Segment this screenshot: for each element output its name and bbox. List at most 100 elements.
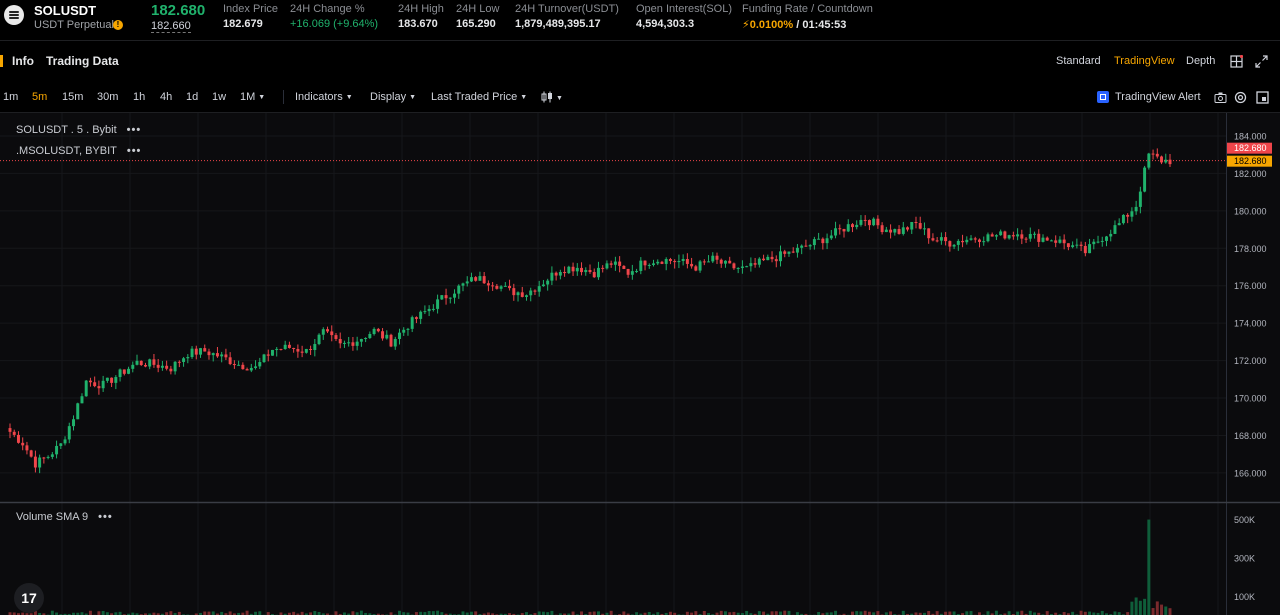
candle-body (427, 308, 431, 312)
volume-bar (1011, 613, 1015, 615)
chart-type-dropdown[interactable]: ▼ (541, 91, 563, 104)
interval-1w[interactable]: 1w (212, 91, 227, 103)
volume-bar (152, 612, 156, 615)
candle-body (503, 285, 507, 287)
candle-body (266, 354, 270, 356)
display-dropdown[interactable]: Display ▼ (370, 91, 416, 103)
volume-bar (220, 611, 224, 615)
volume-bar (29, 613, 33, 615)
volume-bar (317, 611, 321, 615)
candle-body (46, 456, 50, 458)
stat-value: 183.670 (398, 18, 438, 30)
volume-bar (292, 611, 296, 615)
menu-icon[interactable] (4, 5, 24, 25)
candle-body (1007, 235, 1011, 239)
interval-1m[interactable]: 1m (3, 91, 19, 103)
candle-body (33, 456, 37, 468)
price-tick-label: 176.000 (1234, 281, 1267, 291)
stat-label: 24H Low (456, 3, 500, 15)
candle-body (812, 239, 816, 246)
candle-body (613, 261, 617, 265)
volume-bar (436, 610, 440, 615)
candle-body (1092, 241, 1096, 245)
tab-info[interactable]: Info (12, 54, 34, 68)
volume-bar (351, 611, 355, 615)
candle-body (791, 251, 795, 253)
view-tradingview[interactable]: TradingView (1114, 55, 1175, 67)
view-standard[interactable]: Standard (1056, 55, 1101, 67)
volume-bar (63, 613, 67, 615)
chart-canvas[interactable]: 184.000 182.000 180.000 178.000 176.000 174.0… (0, 113, 1280, 615)
volume-bar (211, 611, 215, 615)
candle-body (999, 231, 1003, 236)
candle-body (436, 299, 440, 309)
volume-bar (258, 611, 262, 615)
volume-bar (67, 613, 71, 615)
candle-body (131, 364, 135, 369)
interval-5m[interactable]: 5m (32, 91, 48, 103)
candle-body (177, 361, 181, 363)
interval-15m[interactable]: 15m (62, 91, 84, 103)
tradingview-logo[interactable]: 17 (14, 583, 44, 613)
last-price-tag (1227, 142, 1272, 154)
candle-body (287, 344, 291, 348)
settings-icon[interactable] (1234, 91, 1247, 104)
candle-body (1003, 231, 1007, 239)
candle-body (220, 354, 224, 357)
candle-body (207, 351, 211, 356)
interval-1h[interactable]: 1h (133, 91, 146, 103)
indicators-label: Indicators (295, 91, 343, 103)
more-options-icon[interactable]: ••• (126, 124, 142, 136)
price-tick-label: 166.000 (1234, 468, 1267, 478)
expand-icon[interactable] (1256, 91, 1269, 104)
indicators-dropdown[interactable]: Indicators ▼ (295, 91, 353, 103)
tab-trading-data[interactable]: Trading Data (46, 54, 119, 68)
tradingview-chart[interactable]: 184.000 182.000 180.000 178.000 176.000 174.0… (0, 112, 1280, 615)
more-options-icon[interactable]: ••• (126, 145, 142, 157)
candle-body (749, 263, 753, 267)
candle-body (347, 342, 351, 344)
stat-24h-turnover: 24H Turnover(USDT) 1,879,489,395.17 (515, 3, 619, 30)
volume-bar (1130, 601, 1134, 615)
candle-body (808, 245, 812, 247)
more-options-icon[interactable]: ••• (98, 511, 113, 523)
chevron-down-icon: ▼ (409, 94, 417, 101)
candle-body (1037, 233, 1041, 242)
candle-body (300, 351, 304, 353)
symbol-name[interactable]: SOLUSDT (34, 3, 97, 18)
candle-body (304, 348, 308, 353)
tradingview-alert-button[interactable]: TradingView Alert (1097, 90, 1201, 104)
candle-body (795, 247, 799, 253)
candle-body (723, 260, 727, 264)
volume-bar (80, 612, 84, 615)
candle-body (520, 292, 524, 297)
volume-bar (127, 613, 131, 615)
volume-bar (143, 613, 147, 615)
interval-4h[interactable]: 4h (160, 91, 173, 103)
view-depth[interactable]: Depth (1186, 55, 1216, 67)
camera-icon[interactable] (1214, 91, 1227, 104)
candle-body (537, 286, 541, 292)
candle-body (512, 288, 516, 296)
price-type-dropdown[interactable]: Last Traded Price ▼ (431, 91, 527, 103)
info-icon[interactable]: ! (113, 20, 123, 30)
candle-body (668, 259, 672, 262)
volume-bar (965, 611, 969, 615)
candle-body (1126, 214, 1130, 217)
interval-1M[interactable]: 1M ▼ (240, 91, 265, 103)
interval-1d[interactable]: 1d (186, 91, 199, 103)
volume-bar (461, 611, 465, 615)
volume-bar (690, 612, 694, 615)
candle-body (800, 245, 804, 248)
candle-body (753, 263, 757, 265)
fullscreen-icon[interactable] (1255, 55, 1268, 68)
candle-body (1062, 239, 1066, 244)
candle-body (855, 224, 859, 228)
interval-30m[interactable]: 30m (97, 91, 119, 103)
candle-body (296, 349, 300, 352)
candle-body (1105, 236, 1108, 241)
candle-body (199, 348, 202, 355)
layout-grid-icon[interactable] (1230, 55, 1243, 68)
candle-body (88, 380, 92, 383)
candle-body (935, 240, 939, 242)
